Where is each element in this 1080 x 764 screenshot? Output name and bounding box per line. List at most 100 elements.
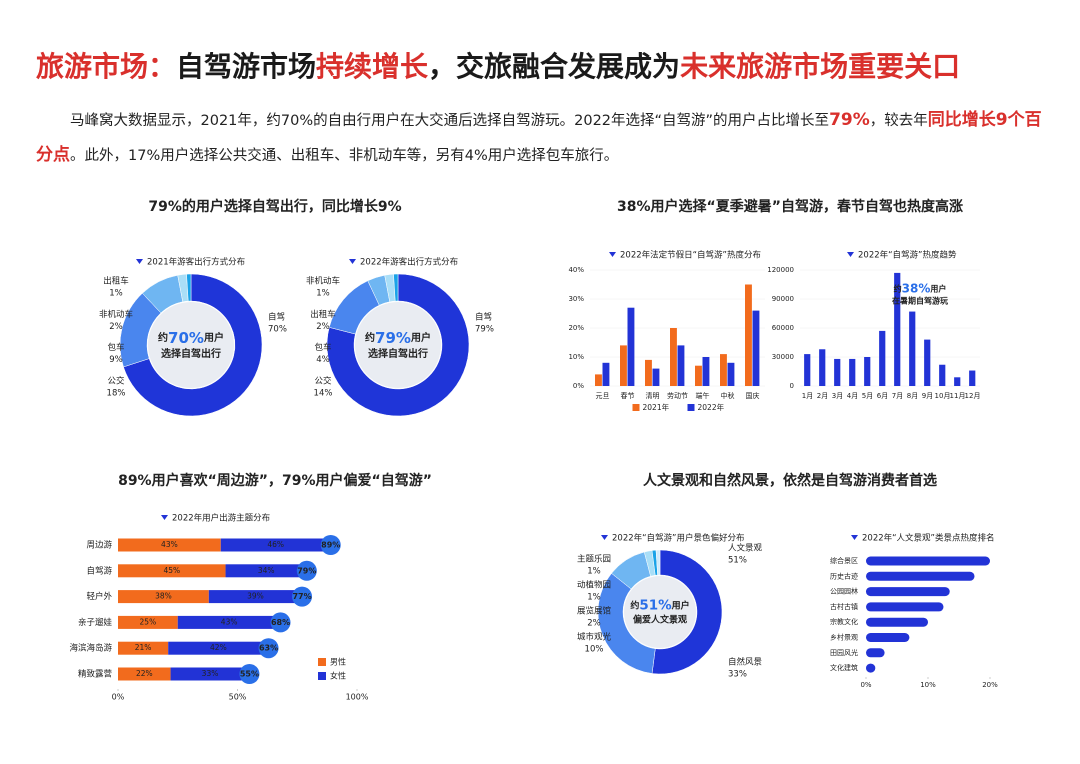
subtitle-marker [161,515,168,520]
total-label: 79% [297,566,316,575]
slice-value: 9% [109,355,123,365]
category-label: 历史古迹 [830,571,858,580]
slice-label: 自驾 [268,312,285,323]
chart-subtitle: 2022年“自驾游”用户景色偏好分布 [612,533,744,544]
bar [745,284,752,386]
slice-value: 70% [268,325,287,335]
intro-text: 马峰窝大数据显示，2021年，约70%的自由行用户在大交通后选择自驾游玩。202… [70,113,830,129]
bar-segment [168,641,269,655]
total-marker [239,664,260,684]
segment-label: 33% [202,669,219,678]
legend-swatch [318,658,326,666]
subtitle-marker [136,259,143,264]
y-tick-label: 0 [790,382,794,390]
category-label: 周边游 [86,540,112,551]
subtitle-marker [609,252,616,257]
x-tick-label: 50% [229,693,247,702]
bar-segment [118,538,221,552]
legend-label: 女性 [330,671,346,681]
total-marker [320,535,341,555]
slice-value: 2% [587,619,601,629]
slice-label: 非机动车 [99,309,133,320]
y-tick-label: 90000 [772,295,794,303]
x-tick-label: 100% [346,693,369,702]
bar [645,359,652,386]
slice-value: 1% [587,567,601,577]
y-tick-label: 120000 [767,266,794,274]
x-tick-label: 国庆 [746,391,760,400]
subtitle-marker [851,535,858,540]
center-line2: 在暑期自驾游玩 [892,296,948,306]
center-highlight: 79% [375,329,411,347]
title-segment: 旅游市场： [36,50,176,83]
legend-label: 男性 [330,657,346,667]
intro-paragraph: 马峰窝大数据显示，2021年，约70%的自由行用户在大交通后选择自驾游玩。202… [36,103,1046,173]
page-title: 旅游市场：自驾游市场持续增长，交旅融合发展成为未来旅游市场重要关口 [36,50,960,83]
donut-slice [393,273,399,302]
bar [939,364,946,386]
donut-hole [148,302,234,388]
x-tick-label: 10% [920,681,936,689]
x-tick-label: 春节 [621,391,635,400]
category-label: 乡村景观 [830,633,858,642]
category-label: 精致露营 [78,669,112,680]
x-tick-label: 5月 [862,392,873,400]
x-tick-label: 9月 [922,392,933,400]
donut-slice [326,273,470,417]
x-tick-label: 清明 [646,391,660,400]
slice-label: 展览展馆 [577,606,611,617]
donut-slice [123,273,263,417]
intro-highlight: 79% [829,110,870,130]
title-segment: 自驾游市场 [176,50,316,83]
slice-label: 公交 [107,376,125,387]
center-line2: 偏爱人文景观 [633,614,687,626]
bar [909,311,916,386]
bar [695,365,702,386]
bar [954,377,961,386]
intro-text: ，较去年 [869,113,928,129]
x-tick-label: 6月 [877,392,888,400]
donut-slice [186,273,192,302]
bar [627,307,635,386]
center-line2: 选择自驾出行 [161,347,221,360]
center-prefix: 约 [630,599,639,611]
segment-label: 25% [140,617,157,626]
category-label: 自驾游 [86,565,112,576]
slice-value: 51% [728,556,747,566]
category-label: 田园风光 [830,648,858,657]
total-label: 63% [259,644,278,653]
bar [752,310,760,386]
bar [866,602,944,612]
x-tick-label: 2月 [817,392,828,400]
bar [866,617,928,627]
chart-subtitle: 2022年用户出游主题分布 [172,513,270,524]
total-label: 77% [292,592,311,601]
bar-segment [118,641,169,655]
slice-label: 出租车 [310,309,336,320]
slice-value: 2% [316,322,330,332]
segment-label: 21% [135,643,152,652]
center-prefix: 约 [894,283,902,293]
bar-segment [118,564,226,578]
category-label: 公园园林 [830,587,858,596]
x-tick-label: 元旦 [596,392,610,400]
segment-label: 46% [267,540,284,549]
chart-subtitle: 2021年游客出行方式分布 [147,257,245,268]
bar [620,345,627,386]
center-suffix: 用户 [929,283,946,293]
bar [866,633,910,642]
center-prefix: 约 [365,331,375,344]
slice-label: 动植物园 [577,580,611,591]
donut-slice [655,549,661,576]
total-label: 55% [240,670,259,679]
x-tick-label: 端午 [696,391,710,400]
total-label: 89% [321,541,340,550]
slice-label: 包车 [107,342,124,353]
x-tick-label: 0% [112,693,125,702]
chart-subtitle: 2022年法定节假日“自驾游”热度分布 [620,250,761,261]
legend-swatch [632,404,640,411]
bar [720,354,727,386]
bar [866,648,885,658]
